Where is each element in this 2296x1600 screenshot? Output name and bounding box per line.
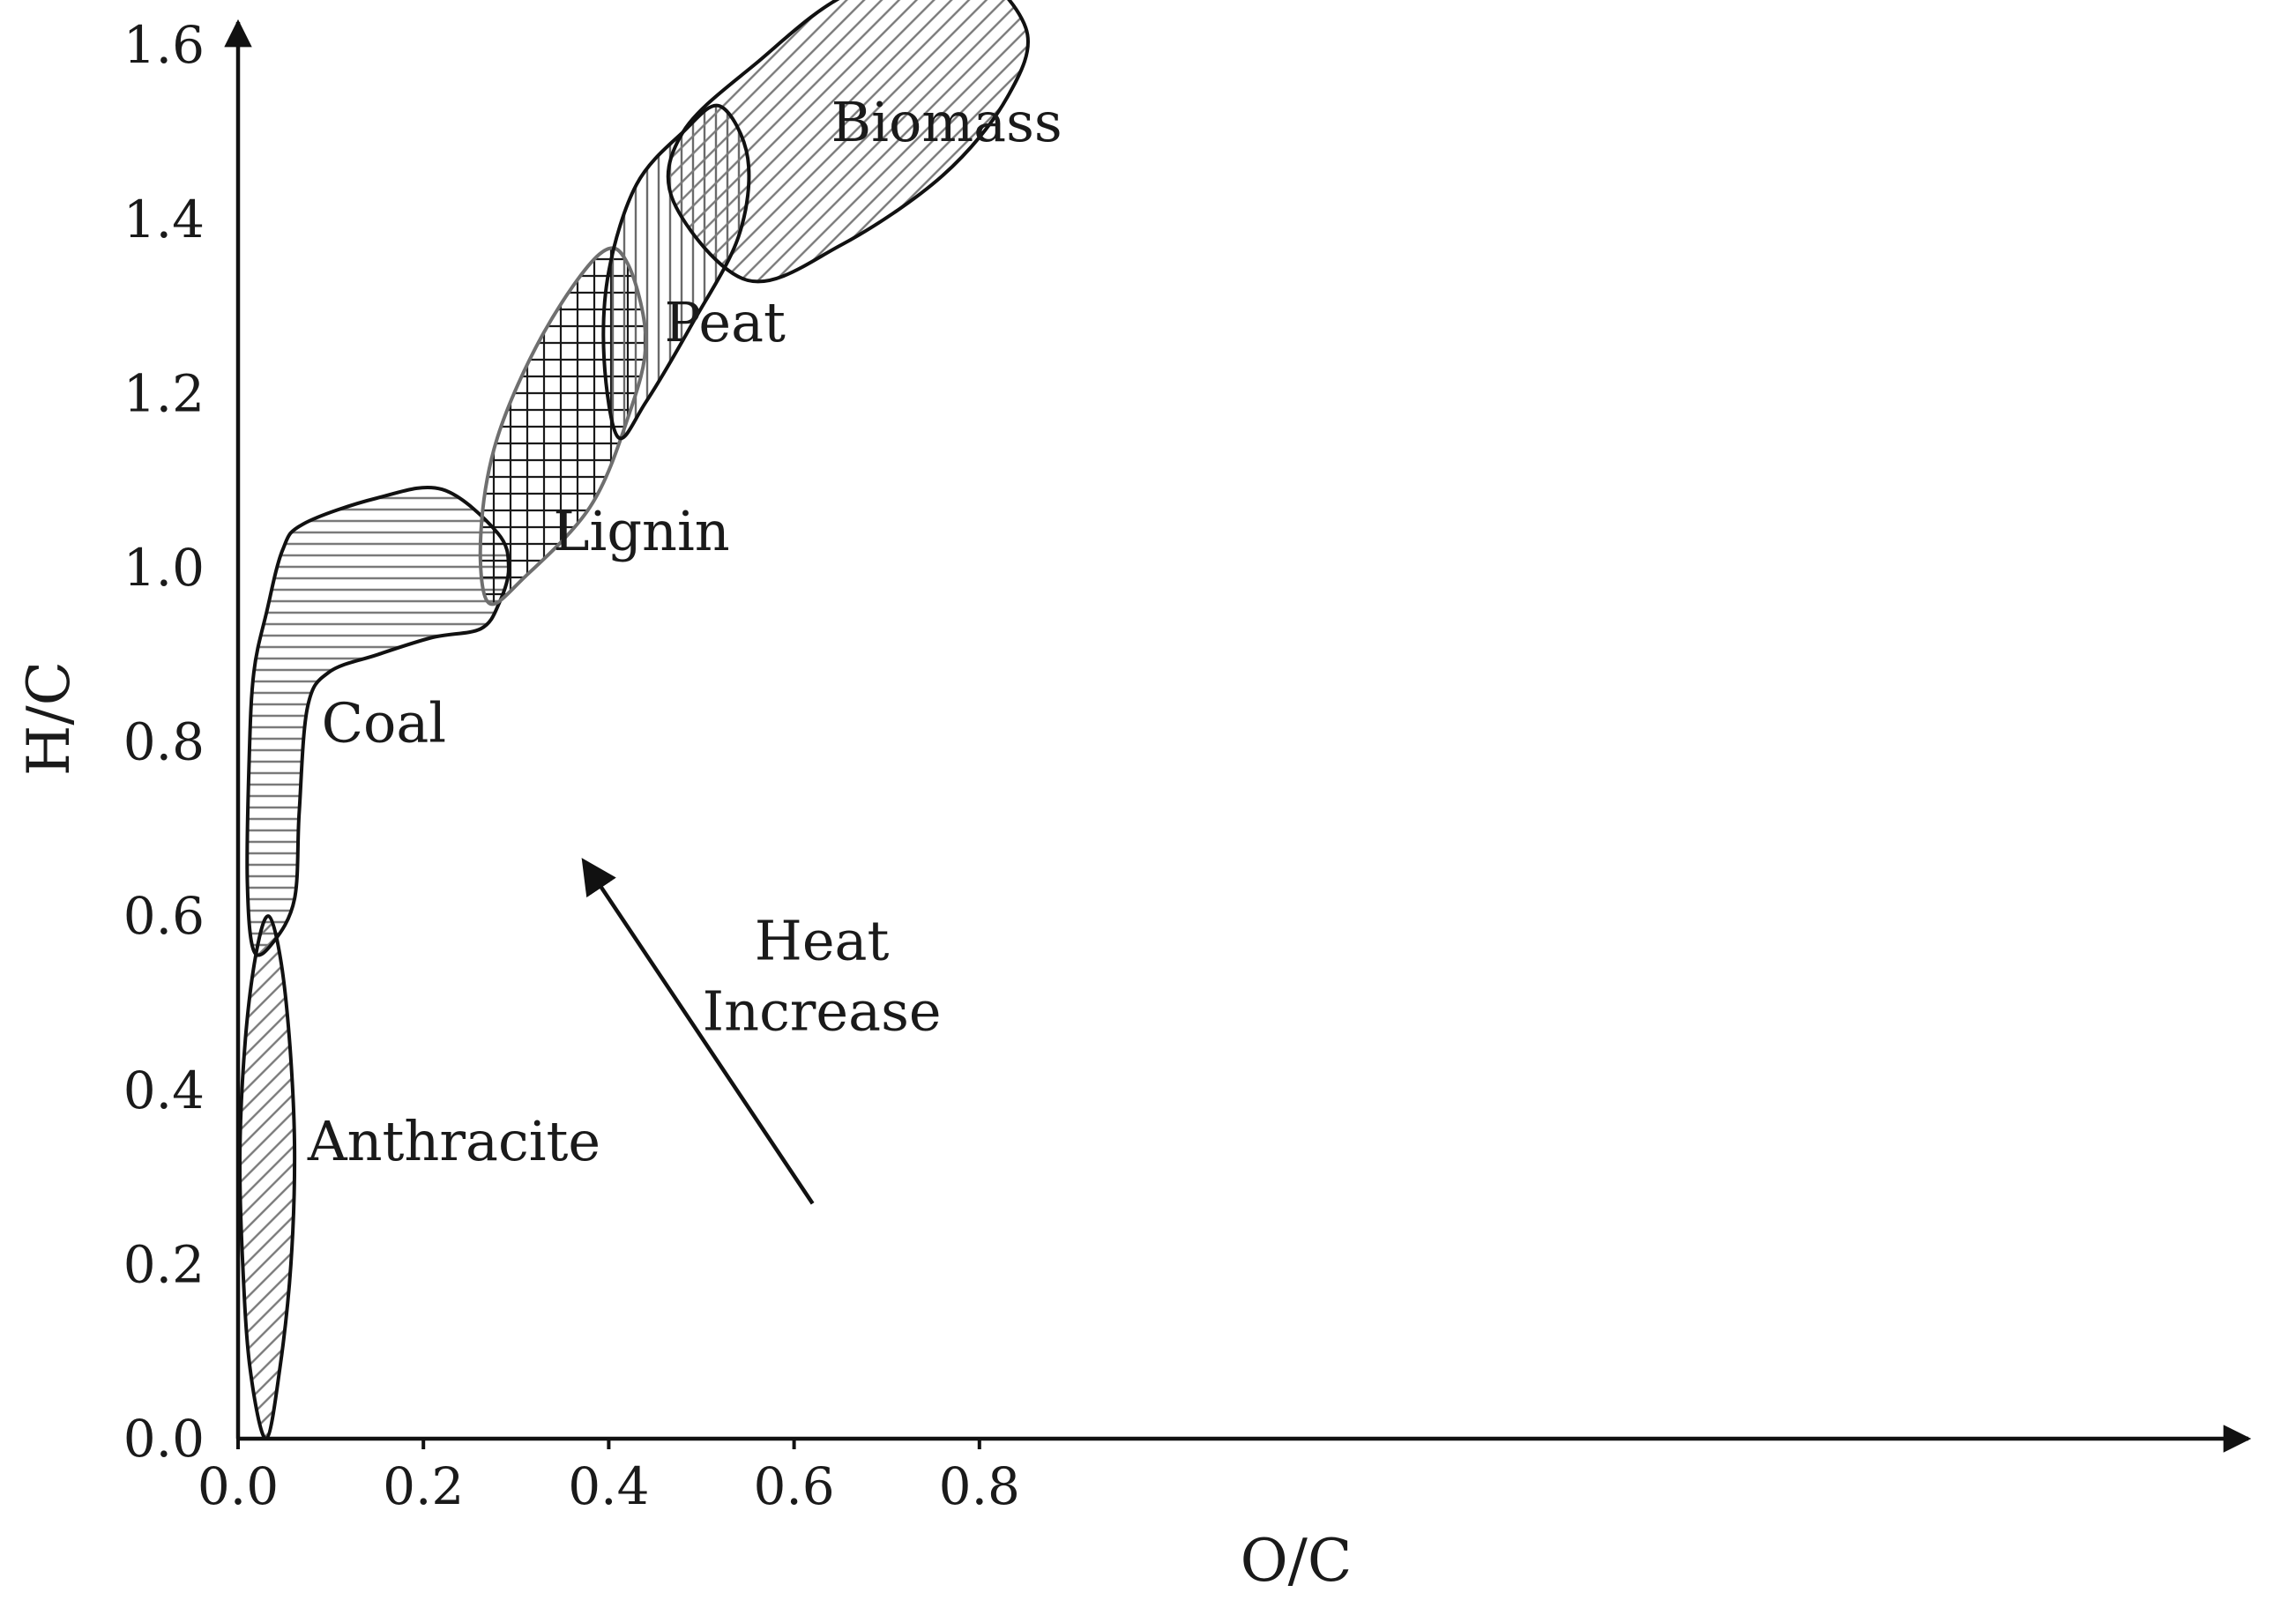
region-label-coal: Coal (322, 691, 447, 755)
region-label-anthracite: Anthracite (307, 1109, 600, 1173)
x-tick-label: 0.0 (198, 1456, 279, 1516)
regions-layer (238, 0, 1031, 1441)
x-tick-label: 0.6 (753, 1456, 834, 1516)
region-outline-peat (601, 103, 751, 441)
labels-layer: Anthracite Coal Lignin Peat Biomass (307, 90, 1062, 1173)
region-fill-coal (247, 487, 509, 956)
y-tick-label: 0.0 (123, 1409, 205, 1469)
region-outline-lignin (478, 246, 648, 607)
y-tick-label: 1.2 (123, 363, 205, 423)
heat-increase-arrow (581, 858, 815, 1205)
y-tick-label: 1.0 (123, 538, 205, 598)
x-tick-label: 0.8 (939, 1456, 1020, 1516)
region-label-lignin: Lignin (553, 499, 729, 563)
region-outline-anthracite (238, 914, 297, 1441)
ticks-layer: 0.0 0.2 0.4 0.6 0.8 0.0 0.2 0.4 0.6 0.8 1.0 1.2 1.4 1… (123, 15, 1020, 1516)
axes-layer (224, 19, 2252, 1453)
region-outlines (238, 0, 1031, 1441)
y-axis-label: H/C (15, 661, 83, 776)
annotation-text-line: Heat (755, 909, 890, 973)
y-tick-label: 1.6 (123, 15, 205, 75)
annotation-text-line: Increase (703, 979, 942, 1044)
x-axis-label: O/C (1241, 1527, 1353, 1595)
region-label-peat: Peat (664, 290, 786, 354)
y-tick-label: 0.2 (123, 1234, 205, 1294)
region-fill-anthracite (240, 916, 295, 1439)
y-tick-label: 0.6 (123, 886, 205, 946)
y-tick-label: 0.4 (123, 1060, 205, 1120)
region-outline-biomass (666, 0, 1031, 284)
region-fill-biomass (667, 0, 1029, 282)
region-outline-coal (245, 485, 511, 957)
y-tick-label: 0.8 (123, 712, 205, 772)
y-tick-label: 1.4 (123, 190, 205, 249)
x-tick-label: 0.2 (383, 1456, 464, 1516)
x-tick-label: 0.4 (568, 1456, 649, 1516)
region-label-biomass: Biomass (831, 90, 1062, 154)
